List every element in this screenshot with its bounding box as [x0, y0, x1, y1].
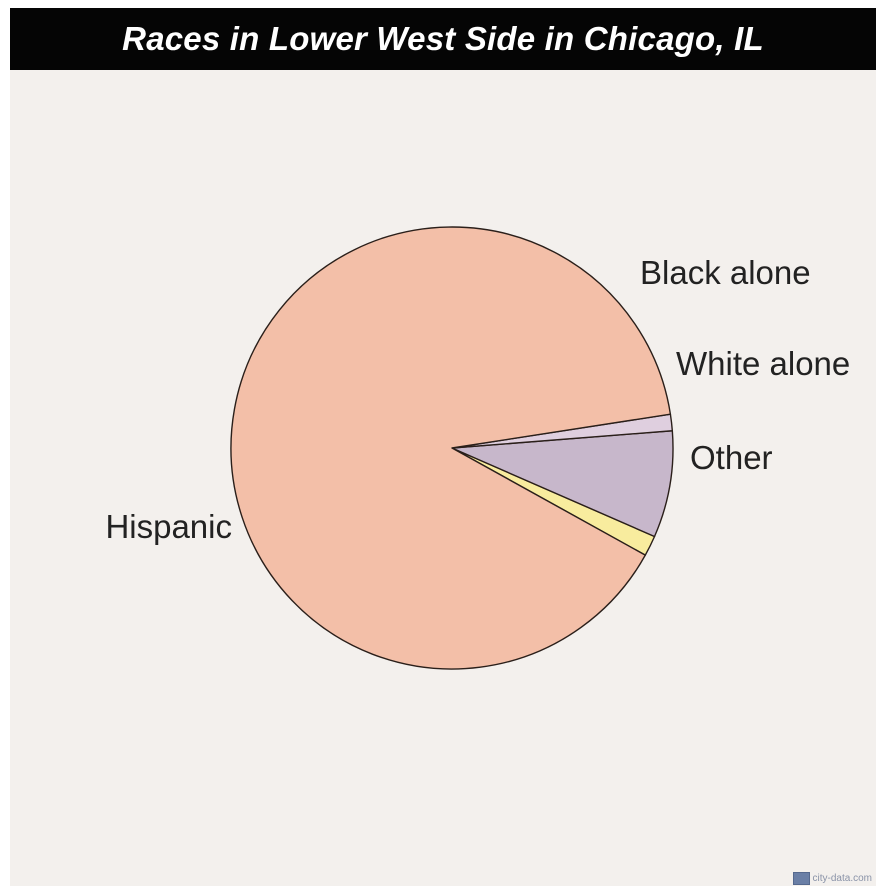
pie-chart: Black alone White alone Other Hispanic — [105, 226, 850, 670]
watermark-text: city-data.com — [812, 872, 872, 884]
pie-slice-white-alone — [451, 430, 674, 538]
title-bar: Races in Lower West Side in Chicago, IL — [10, 8, 876, 70]
pie-labels: Black alone White alone Other Hispanic — [105, 254, 850, 545]
pie-slice-hispanic — [230, 226, 672, 670]
slice-label-hispanic: Hispanic — [105, 508, 232, 545]
chart-frame: Races in Lower West Side in Chicago, IL … — [10, 8, 876, 886]
slice-label-black-alone: Black alone — [640, 254, 811, 291]
slice-label-other: Other — [690, 439, 773, 476]
slice-label-white-alone: White alone — [676, 345, 850, 382]
chart-title: Races in Lower West Side in Chicago, IL — [122, 20, 764, 57]
city-data-logo-icon — [792, 871, 810, 885]
watermark: city-data.com — [792, 870, 872, 886]
pie-slices — [230, 226, 674, 670]
